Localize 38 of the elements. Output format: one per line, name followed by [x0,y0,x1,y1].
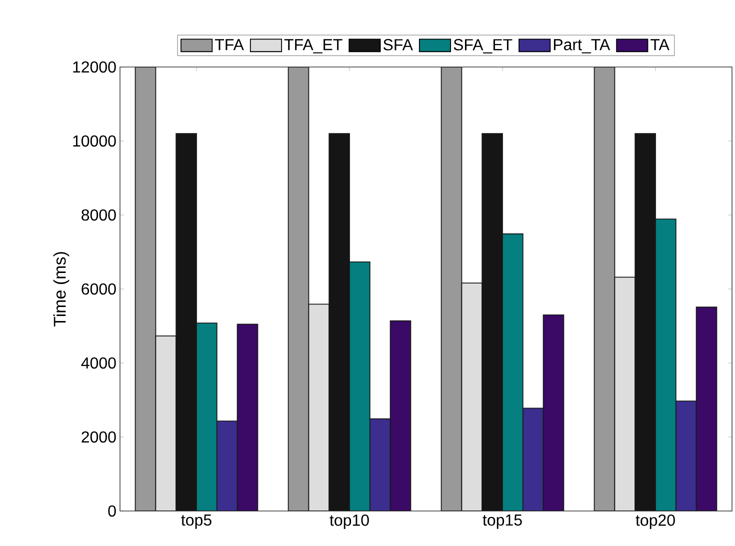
bar [522,408,544,511]
legend-label: Part_TA [554,39,610,54]
bar [156,336,176,511]
bar [594,66,616,511]
bar [390,320,411,511]
bar [543,314,564,511]
bar [237,324,258,511]
x-tick-label: top10 [330,514,369,530]
bar [288,66,309,511]
y-tick-label: 0 [108,505,116,517]
bar [308,304,330,511]
bar [655,218,676,511]
bar [502,234,523,511]
y-axis-title: Time (ms) [53,252,70,327]
legend-label: TFA_ET [284,39,342,54]
legend-label: TA [650,39,670,50]
y-tick-label: 4000 [81,357,116,369]
y-tick-label: 8000 [82,209,116,221]
bar [135,66,156,511]
x-tick-label: top20 [636,514,675,530]
bar [350,262,370,511]
y-tick-label: 12000 [73,61,116,73]
bar [441,66,462,511]
legend-label: TFA [214,39,244,50]
bar [696,306,718,511]
bar [370,418,390,511]
x-tick-label: top5 [181,514,212,529]
y-tick-label: 2000 [82,431,116,443]
bar [614,276,636,511]
legend-label: SFA [383,39,413,50]
legend-label: SFA_ET [454,39,512,54]
y-tick-label: 10000 [73,135,116,147]
bar [216,421,238,511]
bar [196,323,217,511]
bar [675,400,697,511]
y-tick-label: 6000 [82,283,116,295]
bar [462,283,482,511]
x-tick-label: top15 [482,514,522,529]
